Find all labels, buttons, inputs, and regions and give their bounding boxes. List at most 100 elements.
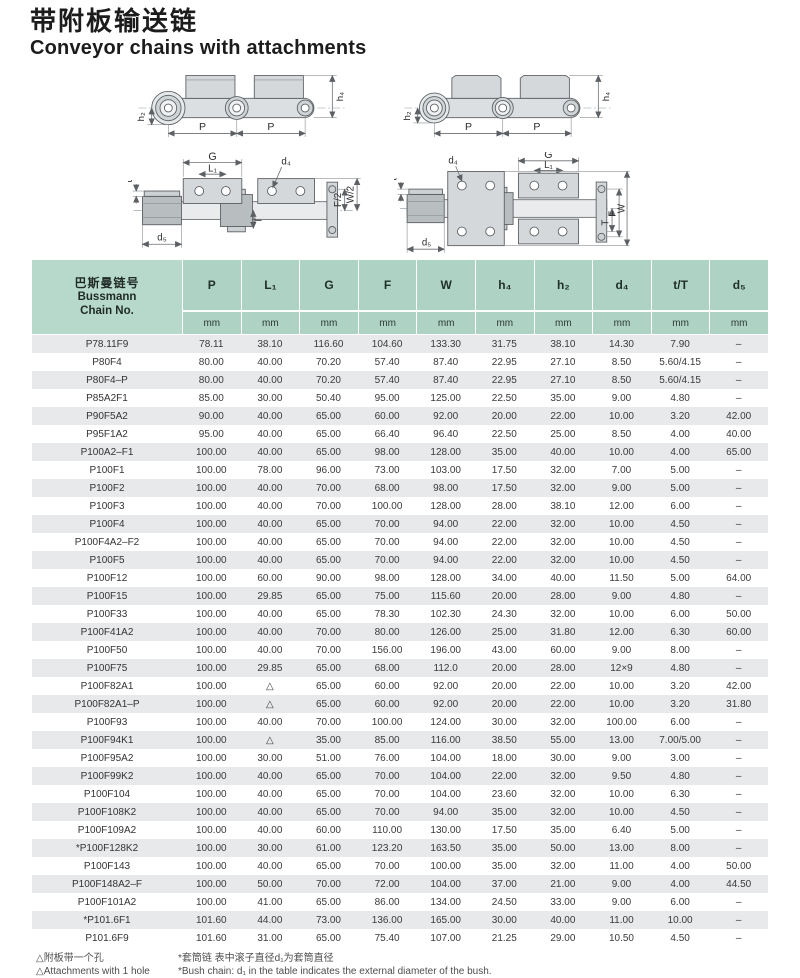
col-header-10: d₅ — [710, 260, 768, 310]
value-cell: 32.00 — [550, 554, 576, 566]
unit-label: mm — [300, 312, 358, 334]
value-cell: – — [735, 338, 742, 350]
value-cell: 13.00 — [608, 842, 634, 854]
dim-label-t: t — [394, 178, 400, 181]
value-cell: 24.30 — [491, 608, 517, 620]
value-cell: 12×9 — [610, 662, 633, 674]
value-cell: 86.00 — [374, 896, 400, 908]
footnote-attachments: △附板带一个孔 △Attachments with 1 hole — [36, 952, 164, 978]
footnote-bush-chain: *套筒链 表中滚子直径d₁为套筒直径 *Bush chain: d₁ in th… — [178, 952, 492, 978]
value-cell: 40.00 — [726, 428, 752, 440]
bolt-hole — [267, 186, 277, 196]
value-cell: 11.50 — [609, 572, 634, 584]
value-cell: 29.85 — [257, 590, 283, 602]
value-cell: 22.00 — [491, 518, 517, 530]
value-cell: – — [735, 536, 742, 548]
chain-no-cell: P100F15 — [86, 590, 128, 602]
value-cell: 73.00 — [374, 464, 400, 476]
chain-no-cell: P100F41A2 — [80, 626, 134, 638]
technical-diagrams: h₂ h₄ P P — [128, 64, 800, 258]
dim-label-l1: L₁ — [544, 160, 553, 171]
value-cell: 22.00 — [550, 410, 576, 422]
col-header-5: W — [417, 260, 475, 310]
value-cell: 55.00 — [550, 734, 576, 746]
value-cell: 80.00 — [374, 626, 400, 638]
value-cell: 112.0 — [433, 662, 458, 674]
value-cell: 28.00 — [491, 500, 517, 512]
value-cell: 70.20 — [315, 374, 341, 386]
col-header-8: d₄ — [593, 260, 651, 310]
value-cell: 40.00 — [257, 446, 283, 458]
value-cell: 44.00 — [257, 914, 283, 926]
chain-no-cell: P80F4 — [92, 356, 122, 368]
value-cell: 61.00 — [315, 842, 341, 854]
col-header-4: F — [358, 260, 417, 310]
value-cell: 32.00 — [550, 482, 576, 494]
value-cell: 65.00 — [315, 680, 341, 692]
chain-no-cell: P85A2F1 — [86, 392, 128, 404]
value-cell: 17.50 — [491, 482, 517, 494]
value-cell: – — [735, 464, 742, 476]
value-cell: 85.00 — [198, 392, 224, 404]
chain-no-cell: P100F101A2 — [77, 896, 137, 908]
value-cell: 10.00 — [608, 680, 634, 692]
value-cell: 90.00 — [198, 410, 224, 422]
value-cell: 103.00 — [430, 464, 461, 476]
bolt-hole — [485, 180, 496, 191]
col-header-7: h₂ — [534, 260, 593, 310]
value-cell: 100.00 — [196, 770, 227, 782]
value-cell: 100.00 — [196, 680, 227, 692]
value-cell: 78.30 — [374, 608, 400, 620]
value-cell: 32.00 — [550, 716, 576, 728]
value-cell: 4.80 — [670, 770, 690, 782]
table-row: *P101.6F1 101.60 44.00 73.00 136.00 165.00 30.… — [32, 911, 768, 929]
chain-no-cell: P100F4A2–F2 — [74, 536, 140, 548]
value-cell: 22.00 — [491, 554, 517, 566]
value-cell: 128.00 — [430, 572, 461, 584]
value-cell: 40.00 — [257, 788, 283, 800]
value-cell: 104.00 — [430, 752, 461, 764]
value-cell: 50.00 — [257, 878, 283, 890]
value-cell: 124.00 — [430, 716, 461, 728]
value-cell: 40.00 — [257, 608, 283, 620]
table-row: P101.6F9 101.60 31.00 65.00 75.40 107.00 21.25… — [32, 929, 768, 947]
value-cell: 100.00 — [196, 824, 227, 836]
value-cell: 87.40 — [433, 374, 459, 386]
value-cell: 3.20 — [670, 410, 690, 422]
value-cell: – — [735, 590, 742, 602]
unit-label: mm — [183, 312, 241, 334]
value-cell: – — [735, 482, 742, 494]
value-cell: 27.10 — [550, 374, 576, 386]
value-cell: 104.00 — [430, 770, 461, 782]
value-cell: 50.40 — [315, 392, 341, 404]
value-cell: 4.00 — [670, 878, 690, 890]
value-cell: 130.00 — [430, 824, 461, 836]
value-cell: 27.10 — [550, 356, 576, 368]
value-cell: 70.00 — [315, 500, 341, 512]
footnote-attachments-zh: △附板带一个孔 — [36, 953, 104, 964]
value-cell: 165.00 — [430, 914, 461, 926]
table-row: P100F143 100.00 40.00 65.00 70.00 100.00 35.00… — [32, 857, 768, 875]
value-cell: 100.00 — [196, 752, 227, 764]
value-cell: 9.00 — [611, 752, 632, 764]
value-cell: 75.00 — [374, 590, 400, 602]
attachment-plate — [257, 178, 315, 204]
value-cell: 4.80 — [670, 590, 690, 602]
bolt-hole — [557, 226, 568, 237]
value-cell: 100.00 — [196, 608, 227, 620]
table-row: P100F4A2–F2 100.00 40.00 65.00 70.00 94.00 22.… — [32, 533, 768, 551]
value-cell: 90.00 — [315, 572, 341, 584]
value-cell: – — [735, 842, 742, 854]
value-cell: 20.00 — [491, 590, 517, 602]
value-cell: 23.60 — [491, 788, 517, 800]
value-cell: 40.00 — [257, 716, 283, 728]
attachment-plate — [517, 172, 579, 199]
chain-no-cell: P100F3 — [89, 500, 125, 512]
value-cell: 3.20 — [670, 698, 690, 710]
value-cell: 65.00 — [315, 932, 341, 944]
value-cell: 5.00 — [670, 482, 690, 494]
value-cell: 12.00 — [608, 626, 634, 638]
value-cell: 60.00 — [374, 680, 400, 692]
attachment-plate — [182, 178, 243, 204]
value-cell: 65.00 — [315, 590, 341, 602]
